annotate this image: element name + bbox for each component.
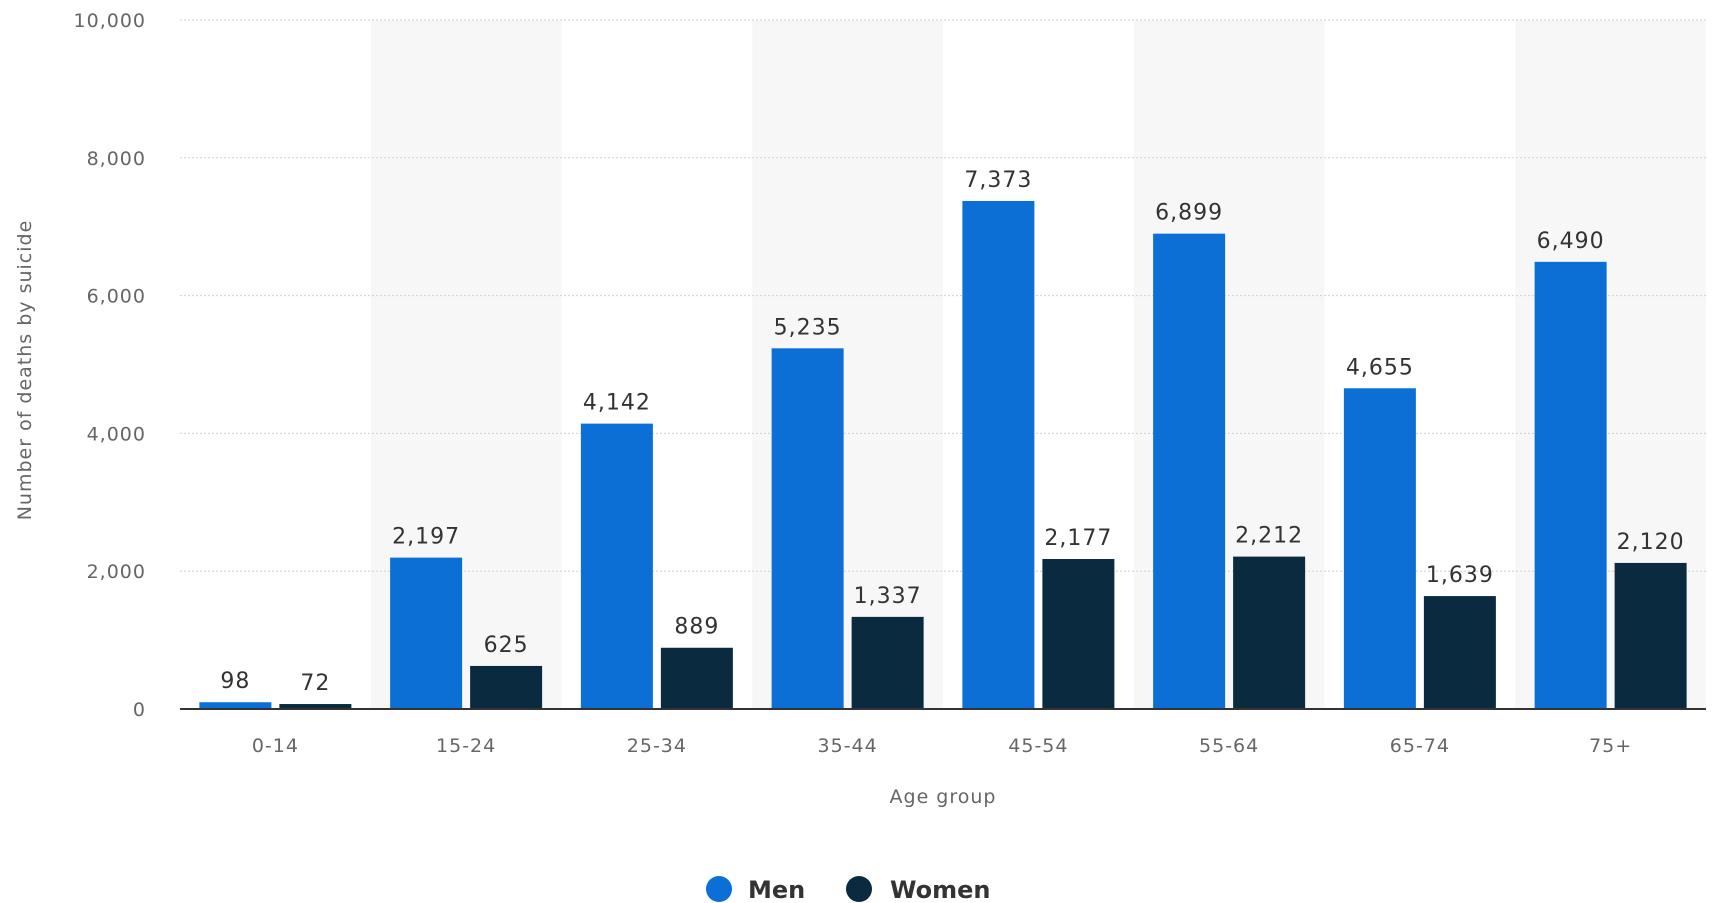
bar-women-45-54[interactable] bbox=[1042, 559, 1115, 709]
legend-marker-men[interactable] bbox=[706, 876, 732, 902]
x-tick-label: 55-64 bbox=[1199, 735, 1259, 757]
data-label-men-45-54: 7,373 bbox=[964, 168, 1032, 193]
x-axis-title: Age group bbox=[890, 786, 997, 808]
data-labels: 98 72 2,197 625 4,142 889 5,235 1,337 7,373 2,177… bbox=[220, 168, 1685, 696]
data-label-men-75+: 6,490 bbox=[1537, 229, 1605, 254]
y-tick-label: 8,000 bbox=[87, 148, 146, 170]
x-tick-label: 45-54 bbox=[1008, 735, 1068, 757]
bar-men-25-34[interactable] bbox=[580, 423, 653, 709]
bar-men-75+[interactable] bbox=[1534, 261, 1607, 709]
data-label-women-0-14: 72 bbox=[300, 671, 330, 696]
bar-women-15-24[interactable] bbox=[470, 665, 543, 709]
bar-women-35-44[interactable] bbox=[851, 616, 924, 709]
category-bands bbox=[370, 20, 1706, 709]
bar-women-25-34[interactable] bbox=[660, 647, 733, 709]
bar-men-55-64[interactable] bbox=[1153, 233, 1226, 709]
data-label-women-25-34: 889 bbox=[674, 615, 719, 640]
x-tick-label: 65-74 bbox=[1390, 735, 1450, 757]
x-tick-label: 75+ bbox=[1589, 735, 1632, 757]
bar-men-0-14[interactable] bbox=[199, 702, 272, 709]
legend[interactable]: Men Women bbox=[706, 876, 990, 903]
y-tick-label: 0 bbox=[133, 699, 146, 721]
legend-label-women[interactable]: Women bbox=[890, 876, 990, 903]
bar-men-35-44[interactable] bbox=[771, 348, 844, 709]
bar-women-0-14[interactable] bbox=[279, 704, 352, 709]
y-axis-ticks: 0 2,000 4,000 6,000 8,000 10,000 bbox=[74, 10, 146, 721]
y-tick-label: 2,000 bbox=[87, 561, 146, 583]
x-tick-label: 15-24 bbox=[436, 735, 496, 757]
bar-men-15-24[interactable] bbox=[390, 557, 463, 709]
x-axis-ticks: 0-14 15-24 25-34 35-44 45-54 55-64 65-74 75+ bbox=[252, 735, 1632, 757]
bar-women-75+[interactable] bbox=[1614, 562, 1687, 709]
data-label-men-35-44: 5,235 bbox=[774, 315, 842, 340]
data-label-women-45-54: 2,177 bbox=[1044, 526, 1112, 551]
bar-men-45-54[interactable] bbox=[962, 201, 1035, 709]
data-label-men-0-14: 98 bbox=[220, 669, 250, 694]
bar-men-65-74[interactable] bbox=[1343, 388, 1416, 709]
data-label-women-15-24: 625 bbox=[484, 633, 529, 658]
data-label-women-55-64: 2,212 bbox=[1235, 524, 1303, 549]
x-tick-label: 35-44 bbox=[818, 735, 878, 757]
y-tick-label: 6,000 bbox=[87, 286, 146, 308]
x-tick-label: 0-14 bbox=[252, 735, 299, 757]
data-label-women-75+: 2,120 bbox=[1617, 530, 1685, 555]
data-label-men-25-34: 4,142 bbox=[583, 391, 651, 416]
bars bbox=[199, 201, 1687, 709]
bar-women-65-74[interactable] bbox=[1423, 596, 1496, 709]
legend-label-men[interactable]: Men bbox=[748, 876, 805, 903]
y-axis-title: Number of deaths by suicide bbox=[14, 220, 36, 521]
data-label-women-35-44: 1,337 bbox=[854, 584, 922, 609]
data-label-men-15-24: 2,197 bbox=[392, 525, 460, 550]
x-tick-label: 25-34 bbox=[627, 735, 687, 757]
data-label-men-55-64: 6,899 bbox=[1155, 201, 1223, 226]
y-tick-label: 4,000 bbox=[87, 423, 146, 445]
data-label-men-65-74: 4,655 bbox=[1346, 355, 1414, 380]
y-tick-label: 10,000 bbox=[74, 10, 146, 32]
data-label-women-65-74: 1,639 bbox=[1426, 563, 1494, 588]
bar-women-55-64[interactable] bbox=[1233, 556, 1306, 709]
legend-marker-women[interactable] bbox=[846, 876, 872, 902]
